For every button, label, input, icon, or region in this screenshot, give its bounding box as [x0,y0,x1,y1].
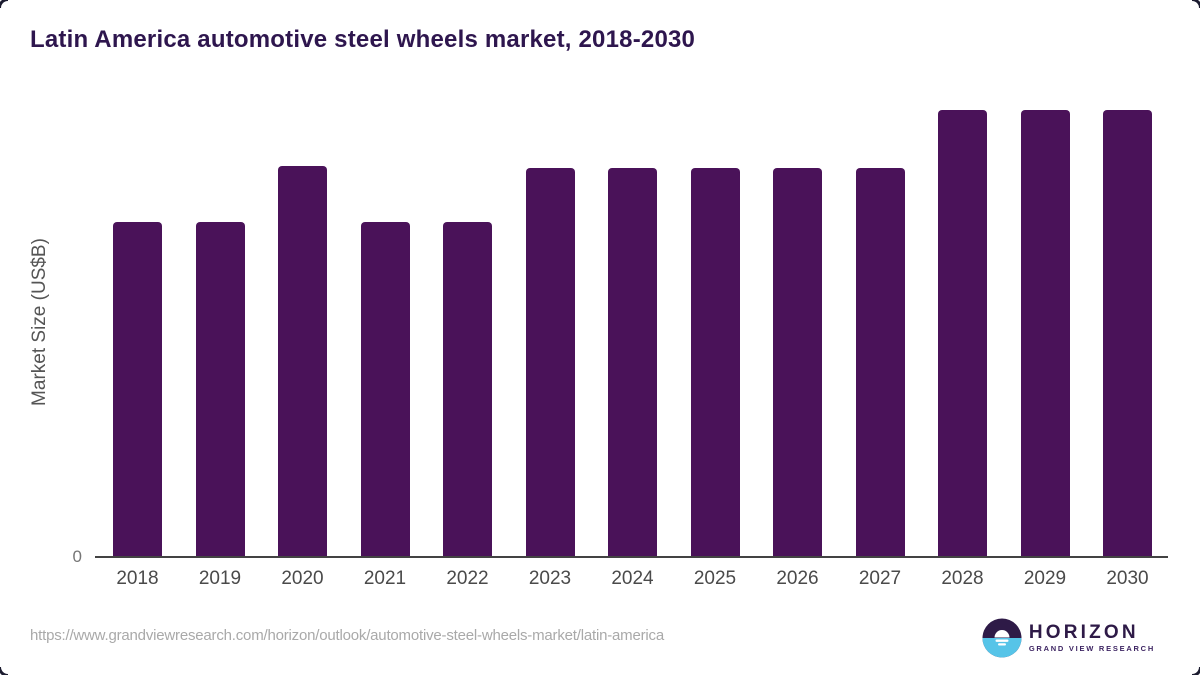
source-url: https://www.grandviewresearch.com/horizo… [30,627,664,644]
bar-2028 [938,110,987,557]
card-corner-mark [0,667,8,675]
plot-area [95,110,1168,557]
x-tick-label-2029: 2029 [1023,568,1067,589]
x-tick-label-2020: 2020 [281,568,324,589]
bar-2021 [360,222,410,557]
card-corner-mark [1192,0,1200,8]
y-axis-zero-tick: 0 [72,547,82,566]
horizon-logo: HORIZON GRAND VIEW RESEARCH [982,618,1155,658]
chart-title: Latin America automotive steel wheels ma… [30,26,696,53]
logo-brand: HORIZON [1028,622,1139,644]
bar-2026 [773,168,822,557]
x-axis-tick-labels: 2018 2019 2020 2021 2022 2023 2024 2025 2026 2027… [95,568,1168,594]
x-tick-label-2018: 2018 [116,568,159,589]
bar-2030 [1103,110,1152,557]
logo-subbrand: GRAND VIEW RESEARCH [1028,644,1155,654]
bar-2027 [855,168,905,557]
x-tick-label-2024: 2024 [611,568,654,589]
x-tick-label-2023: 2023 [528,568,572,589]
bar-2024 [608,168,657,557]
bar-2018 [113,222,162,557]
x-tick-label-2027: 2027 [858,568,902,589]
y-axis-label: Market Size (US$B) [29,238,50,406]
x-tick-label-2025: 2025 [693,568,737,589]
x-tick-label-2030: 2030 [1106,568,1149,589]
x-tick-label-2026: 2026 [776,568,819,589]
logo-text: HORIZON GRAND VIEW RESEARCH [1029,623,1155,653]
x-tick-label-2022: 2022 [446,568,489,589]
x-tick-label-2021: 2021 [363,568,407,589]
bar-2019 [195,222,245,557]
bar-2022 [443,222,492,557]
x-tick-label-2028: 2028 [941,568,984,589]
x-tick-label-2019: 2019 [198,568,242,589]
horizon-sunset-circle-icon [982,618,1022,658]
bar-2023 [525,168,575,557]
bar-2020 [278,166,327,557]
card-corner-mark [0,0,8,8]
card-corner-mark [1192,667,1200,675]
bar-2025 [690,168,740,557]
bar-2029 [1020,110,1070,557]
x-axis-line [95,556,1168,558]
